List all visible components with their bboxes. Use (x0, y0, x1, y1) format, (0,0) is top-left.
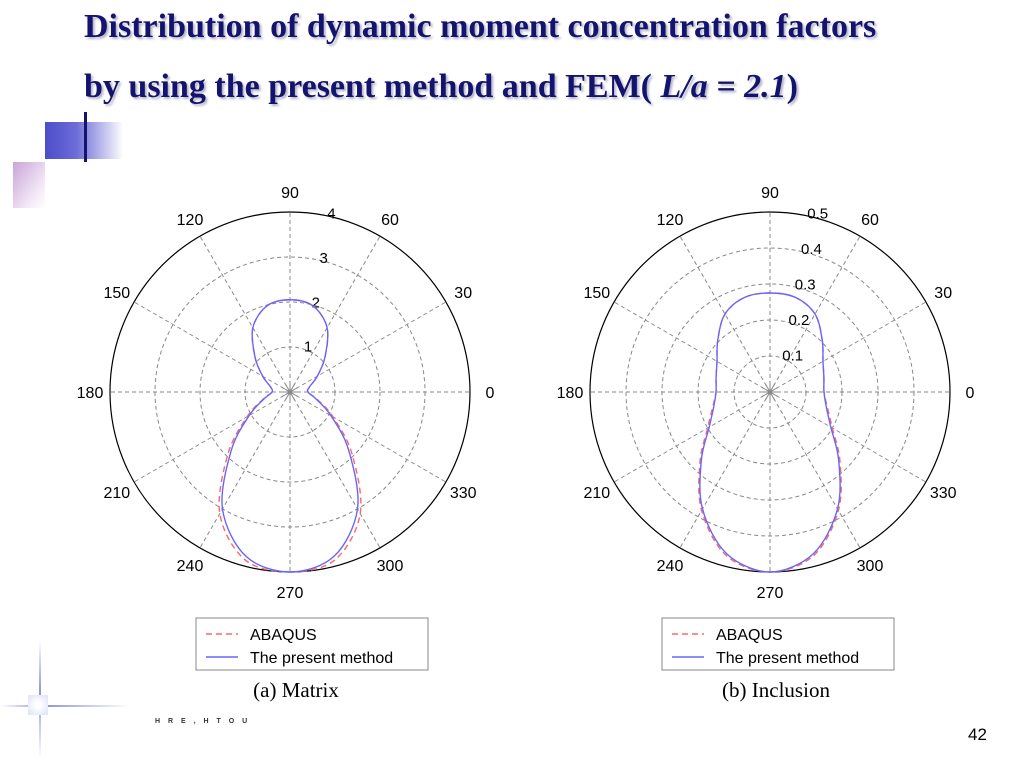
polar-angle-tick-label: 270 (757, 585, 784, 602)
polar-center-mark (281, 387, 291, 393)
polar-radial-tick-label: 0.2 (789, 312, 810, 329)
polar-spoke-line (289, 391, 447, 483)
polar-angle-tick-label: 330 (450, 485, 477, 502)
polar-angle-tick-label: 60 (861, 212, 879, 229)
polar-spoke-line (133, 391, 291, 483)
polar-grid-circle (199, 301, 381, 483)
title-suffix: ) (786, 68, 798, 105)
polar-spoke-line (289, 391, 381, 549)
polar-spoke-line (199, 391, 291, 549)
legend-entry-label: The present method (250, 650, 393, 667)
polar-spoke-line (679, 235, 771, 393)
polar-center-mark (761, 387, 771, 393)
page-number: 42 (968, 725, 987, 744)
polar-angle-tick-label: 210 (583, 485, 610, 502)
polar-angle-tick-label: 180 (77, 385, 104, 402)
polar-spoke-line (769, 391, 927, 483)
slide-title-line2: by using the present method and FEM( L/a… (84, 68, 798, 106)
series-line-the-present-method (699, 292, 841, 573)
polar-chart-matrix: 0 30 60 90 120 150 180 210 240 270 300 330 1 2 3 4 ABAQU… (77, 185, 495, 702)
legend-entry-label: ABAQUS (716, 627, 783, 644)
polar-radial-tick-label: 0.5 (807, 206, 828, 223)
polar-angle-tick-label: 30 (454, 285, 472, 302)
polar-center-mark (769, 387, 779, 393)
polar-center-mark (285, 391, 291, 401)
polar-center-mark (289, 387, 299, 393)
corner-horizontal-line (0, 705, 130, 707)
polar-center-mark (769, 383, 775, 393)
polar-angle-tick-label: 0 (966, 385, 975, 402)
polar-chart-inclusion: 0 30 60 90 120 150 180 210 240 270 300 330 0.1 0.2 0.3… (557, 185, 975, 702)
polar-angle-tick-label: 270 (277, 585, 304, 602)
polar-angle-tick-label: 0 (486, 385, 495, 402)
polar-radial-tick-label: 2 (312, 294, 320, 311)
polar-angle-tick-label: 240 (177, 558, 204, 575)
polar-spoke-line (769, 391, 861, 549)
polar-angle-tick-label: 60 (381, 212, 399, 229)
chart-caption: (b) Inclusion (722, 678, 830, 702)
polar-spoke-line (199, 235, 291, 393)
polar-radial-tick-label: 3 (319, 250, 327, 267)
polar-angle-tick-label: 300 (377, 558, 404, 575)
legend-entry-label: The present method (716, 650, 859, 667)
polar-radial-tick-label: 0.1 (782, 348, 803, 365)
polar-center-mark (281, 391, 291, 397)
polar-spoke-line (613, 301, 771, 393)
legend-box (661, 617, 895, 671)
title-prefix: by using the present method and FEM( (84, 68, 661, 105)
polar-center-mark (761, 391, 771, 397)
corner-glow-square (28, 695, 48, 715)
legend-entry-label: ABAQUS (250, 627, 317, 644)
polar-angle-tick-label: 30 (934, 285, 952, 302)
polar-radial-tick-label: 1 (304, 339, 312, 356)
series-line-the-present-method (221, 299, 359, 573)
polar-angle-tick-label: 150 (103, 285, 130, 302)
slide-title-line1: Distribution of dynamic moment concentra… (84, 8, 877, 45)
polar-spoke-line (679, 391, 771, 549)
polar-center-mark (769, 391, 779, 397)
polar-radial-tick-label: 0.4 (801, 241, 822, 258)
polar-angle-tick-label: 120 (657, 212, 684, 229)
footer-text: H R E , H T O U (155, 718, 251, 725)
polar-angle-tick-label: 240 (657, 558, 684, 575)
polar-center-mark (289, 383, 295, 393)
polar-spoke-line (133, 301, 291, 393)
polar-center-mark (769, 391, 775, 401)
polar-center-mark (289, 391, 299, 397)
polar-center-mark (765, 391, 771, 401)
title-accent-bar (84, 112, 87, 162)
polar-angle-tick-label: 300 (857, 558, 884, 575)
polar-angle-tick-label: 90 (281, 185, 299, 202)
pink-gradient-block (13, 162, 45, 208)
polar-angle-tick-label: 210 (103, 485, 130, 502)
title-italic-ratio: L/a = 2.1 (660, 68, 787, 105)
polar-spoke-line (769, 235, 861, 393)
polar-radial-tick-label: 4 (327, 206, 335, 223)
legend-box (195, 617, 429, 671)
polar-angle-tick-label: 330 (930, 485, 957, 502)
polar-spoke-line (289, 235, 381, 393)
polar-spoke-line (769, 301, 927, 393)
polar-angle-tick-label: 90 (761, 185, 779, 202)
polar-spoke-line (289, 301, 447, 393)
polar-angle-tick-label: 150 (583, 285, 610, 302)
chart-caption: (a) Matrix (253, 678, 339, 702)
polar-center-mark (765, 383, 771, 393)
polar-center-mark (289, 391, 295, 401)
polar-spoke-line (613, 391, 771, 483)
polar-angle-tick-label: 120 (177, 212, 204, 229)
polar-radial-tick-label: 0.3 (795, 277, 816, 294)
polar-center-mark (285, 383, 291, 393)
polar-angle-tick-label: 180 (557, 385, 584, 402)
